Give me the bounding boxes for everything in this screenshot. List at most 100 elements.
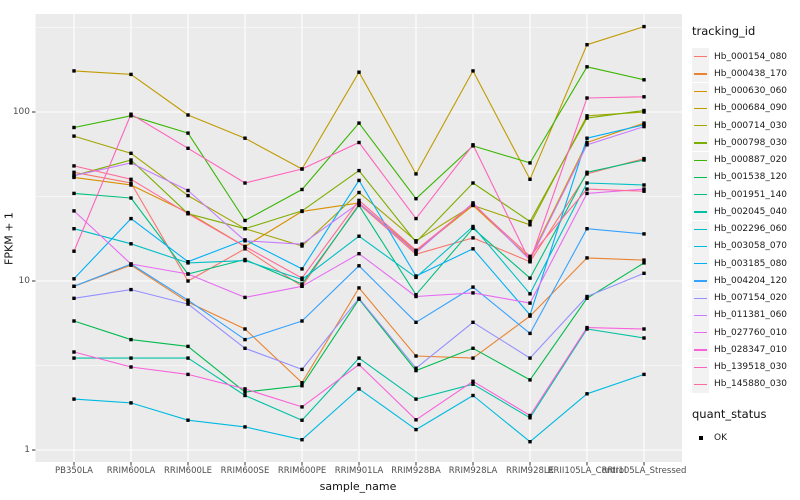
data-point-marker	[414, 240, 418, 244]
legend-title-quant-status: quant_status	[692, 407, 767, 421]
legend-line-icon	[694, 142, 707, 144]
data-point-marker	[129, 337, 133, 342]
legend-item-Hb_011381_060: Hb_011381_060	[692, 306, 788, 324]
data-point-marker	[585, 116, 589, 120]
data-point-marker	[414, 251, 418, 255]
data-point-marker	[642, 78, 646, 82]
legend-line-icon	[694, 73, 707, 75]
data-point-marker	[72, 277, 76, 281]
data-point-marker	[471, 346, 475, 350]
data-point-marker	[243, 136, 247, 140]
legend-line-icon	[694, 228, 707, 230]
data-point-marker	[243, 393, 247, 398]
data-point-marker	[642, 183, 646, 187]
data-point-marker	[186, 302, 190, 306]
data-point-marker	[414, 248, 418, 252]
data-point-marker	[471, 181, 475, 185]
legend-line-icon	[694, 107, 707, 110]
data-point-marker	[357, 121, 361, 125]
data-point-marker	[300, 209, 304, 213]
data-point-marker	[642, 123, 646, 127]
data-point-marker	[186, 188, 190, 193]
data-point-marker	[528, 356, 532, 360]
data-point-marker	[642, 24, 646, 29]
legend-item-label: Hb_000154_080	[714, 51, 788, 62]
data-point-marker	[129, 151, 133, 155]
legend-line-icon	[694, 297, 707, 299]
data-point-marker	[528, 378, 532, 382]
data-point-marker	[186, 356, 190, 360]
data-point-marker	[300, 384, 304, 388]
data-point-marker	[642, 336, 646, 340]
x-tick-label: RRIM901LA	[334, 466, 384, 476]
data-point-marker	[129, 287, 133, 292]
legend-line-icon	[694, 366, 707, 368]
data-point-marker	[243, 327, 247, 331]
data-point-marker	[129, 158, 133, 162]
legend-item-Hb_028347_010: Hb_028347_010	[692, 341, 788, 359]
data-point-marker	[528, 276, 532, 280]
data-point-marker	[528, 331, 532, 336]
legend-item-Hb_027760_010: Hb_027760_010	[692, 324, 787, 341]
data-point-marker	[300, 276, 304, 280]
data-point-marker	[585, 181, 589, 185]
data-point-marker	[642, 232, 646, 236]
data-point-marker	[300, 381, 304, 385]
legend-key-line-swatch	[692, 324, 709, 341]
data-point-marker	[471, 202, 475, 206]
data-point-marker	[300, 187, 304, 192]
x-tick-label: RRII105LA_Control	[547, 466, 627, 476]
data-point-marker	[357, 296, 361, 300]
data-point-marker	[528, 161, 532, 165]
data-point-marker	[72, 191, 76, 196]
legend-item-label: Hb_011381_060	[714, 310, 788, 321]
legend-item-Hb_145880_030: Hb_145880_030	[692, 375, 787, 393]
data-point-marker	[471, 379, 475, 383]
y-tick-label: 1	[24, 445, 30, 455]
data-point-marker	[471, 291, 475, 295]
legend-item-Hb_000798_030: Hb_000798_030	[692, 134, 788, 152]
data-point-marker	[642, 261, 646, 265]
data-point-marker	[357, 362, 361, 367]
x-tick-label: RRII105LA_Stressed	[601, 466, 687, 476]
legend-key-line-swatch	[692, 375, 709, 393]
data-point-marker	[72, 227, 76, 231]
data-point-marker	[186, 212, 190, 216]
data-point-marker	[414, 418, 418, 422]
data-point-marker	[414, 320, 418, 324]
legend-item-label: Hb_000798_030	[714, 137, 788, 148]
x-tick-label: RRIM928BA	[391, 466, 441, 476]
data-point-marker	[72, 134, 76, 138]
data-point-marker	[129, 401, 133, 405]
legend-item-label: Hb_002296_060	[714, 224, 788, 234]
data-point-marker	[300, 418, 304, 422]
data-point-marker	[585, 143, 589, 147]
legend-item-Hb_003058_070: Hb_003058_070	[692, 237, 787, 255]
legend-item-Hb_139518_030: Hb_139518_030	[692, 358, 788, 376]
legend-item-label: Hb_139518_030	[714, 362, 788, 372]
legend-item-label: Hb_028347_010	[714, 344, 788, 355]
data-point-marker	[186, 298, 190, 302]
legend-item-Hb_002296_060: Hb_002296_060	[692, 220, 788, 238]
data-point-marker	[186, 131, 190, 135]
data-point-marker	[357, 356, 361, 360]
data-point-marker	[72, 319, 76, 323]
data-point-marker	[243, 295, 247, 300]
legend-item-Hb_000438_170: Hb_000438_170	[692, 65, 788, 83]
data-point-marker	[129, 216, 133, 221]
data-point-marker	[528, 313, 532, 317]
data-point-marker	[72, 164, 76, 168]
data-point-marker	[585, 294, 589, 299]
data-point-marker	[642, 189, 646, 193]
data-point-marker	[471, 285, 475, 289]
data-point-marker	[357, 198, 361, 203]
data-point-marker	[72, 296, 76, 300]
x-tick-label: RRIM600PE	[277, 466, 327, 476]
legend-line-icon	[694, 194, 707, 196]
legend-item-Hb_003185_080: Hb_003185_080	[692, 255, 787, 272]
data-point-marker	[585, 392, 589, 396]
data-point-marker	[414, 293, 418, 297]
data-point-marker	[585, 256, 589, 260]
data-point-marker	[357, 264, 361, 268]
legend-item-label: Hb_000438_170	[714, 68, 788, 79]
